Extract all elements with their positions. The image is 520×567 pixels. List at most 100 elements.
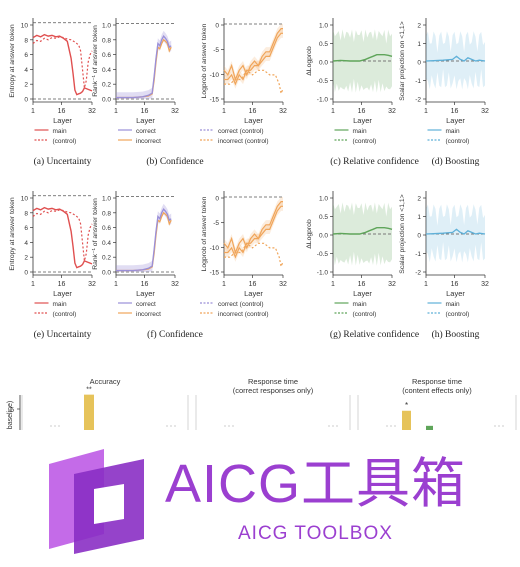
series-band (224, 28, 283, 89)
y-tick-label: 4 (24, 240, 28, 247)
x-tick-label: 32 (481, 108, 489, 115)
panel-caption: (d) Boosting (432, 156, 480, 167)
y-tick-label: -2 (415, 270, 421, 277)
y-tick-label: 0.0 (319, 233, 328, 240)
series-main-line (425, 55, 486, 62)
legend-label: correct (control) (218, 128, 264, 135)
x-tick-label: 1 (114, 108, 118, 115)
bar-response-time (426, 425, 433, 430)
y-tick-label: 1.0 (102, 196, 111, 203)
legend-label: (control) (53, 311, 77, 318)
x-tick-label: 1 (222, 281, 226, 288)
y-tick-label: 8 (24, 210, 28, 217)
x-tick-label: 1 (31, 108, 35, 115)
legend-label: (control) (53, 138, 77, 145)
series-correct-line (116, 207, 172, 272)
watermark-overlay: AICG工具箱 AICG TOOLBOX (0, 430, 520, 567)
x-tick-label: 32 (279, 108, 287, 115)
x-tick-label: 32 (279, 281, 287, 288)
y-tick-label: 2 (417, 23, 421, 30)
subplot-title: Response time (412, 377, 462, 386)
x-axis-label: Layer (446, 116, 465, 125)
y-axis-label: Entropy at answer token (9, 197, 16, 271)
y-tick-label: 0.8 (102, 210, 111, 217)
panel-caption: (h) Boosting (432, 329, 480, 340)
legend-label: (control) (446, 138, 470, 145)
series-main-band (333, 202, 392, 266)
y-tick-label: 2 (24, 82, 28, 89)
series-main-line (332, 226, 393, 235)
series-main-band (426, 31, 485, 90)
y-tick-label: -1.0 (317, 270, 329, 277)
y-tick-label: 0.6 (102, 52, 111, 59)
y-tick-label: 0.5 (319, 41, 328, 48)
x-tick-label: 16 (451, 281, 459, 288)
panel-caption: (g) Relative confidence (330, 329, 419, 340)
watermark-title: AICG工具箱 (165, 454, 467, 514)
series-line-1 (223, 28, 283, 82)
y-axis-label: baseline) (7, 401, 14, 429)
y-tick-label: 0 (215, 23, 219, 30)
y-tick-label: 0.4 (102, 67, 111, 74)
legend-label: incorrect (control) (218, 311, 269, 318)
legend-label: main (353, 128, 367, 135)
y-axis-label: Rank⁻¹ of answer token (92, 198, 99, 270)
x-axis-label: Layer (53, 116, 72, 125)
legend-label: incorrect (control) (218, 138, 269, 145)
series-main-line (425, 228, 486, 235)
y-axis-label: Logprob of answer token (201, 196, 208, 271)
x-tick-label: 16 (58, 281, 66, 288)
y-tick-label: 0 (24, 97, 28, 104)
subplot-title: Response time (248, 377, 298, 386)
y-tick-label: -1 (415, 251, 421, 258)
subplot-title: (correct responses only) (233, 386, 314, 395)
y-tick-label: 2 (417, 196, 421, 203)
panel-caption: (c) Relative confidence (330, 156, 419, 167)
y-tick-label: -15 (210, 97, 220, 104)
x-tick-label: 16 (358, 108, 366, 115)
series-main-band (426, 204, 485, 263)
series-correct-line (116, 34, 172, 99)
legend-label: incorrect (136, 311, 161, 318)
legend-label: (control) (446, 311, 470, 318)
legend-label: correct (136, 301, 156, 308)
y-tick-label: -5 (213, 220, 219, 227)
y-tick-label: 0.6 (102, 225, 111, 232)
subplot-title: (content effects only) (402, 386, 472, 395)
legend-label: main (353, 301, 367, 308)
y-tick-label: 1 (417, 41, 421, 48)
x-tick-label: 1 (114, 281, 118, 288)
series-incorrect-line (116, 38, 172, 99)
x-tick-label: 16 (141, 108, 149, 115)
y-axis-label: Scalar projection on <1,1> (399, 194, 406, 273)
legend-label: (control) (353, 311, 377, 318)
series-main-line (332, 54, 393, 62)
y-tick-label: 10 (21, 23, 29, 30)
y-tick-label: 8 (24, 37, 28, 44)
legend-label: main (53, 128, 67, 135)
y-tick-label: 1.0 (319, 23, 328, 30)
x-axis-label: Layer (244, 289, 263, 298)
x-tick-label: 16 (141, 281, 149, 288)
y-tick-label: 4 (24, 67, 28, 74)
panel-caption: (e) Uncertainty (34, 329, 92, 340)
x-axis-label: Layer (136, 289, 155, 298)
series-line-2 (224, 32, 283, 86)
panel-caption: (f) Confidence (147, 329, 203, 340)
x-axis-label: Layer (353, 116, 372, 125)
y-tick-label: 5 (10, 407, 14, 414)
legend-label: correct (136, 128, 156, 135)
x-tick-label: 32 (171, 281, 179, 288)
y-tick-label: 0.0 (319, 60, 328, 67)
series-main-line (32, 206, 93, 269)
y-tick-label: 6 (24, 225, 28, 232)
y-tick-label: -2 (415, 97, 421, 104)
x-tick-label: 32 (388, 108, 396, 115)
y-tick-label: -15 (210, 270, 220, 277)
x-tick-label: 16 (451, 108, 459, 115)
x-axis-label: Layer (136, 116, 155, 125)
y-tick-label: 0 (24, 270, 28, 277)
legend-label: main (446, 301, 460, 308)
series-line-3 (224, 242, 284, 269)
